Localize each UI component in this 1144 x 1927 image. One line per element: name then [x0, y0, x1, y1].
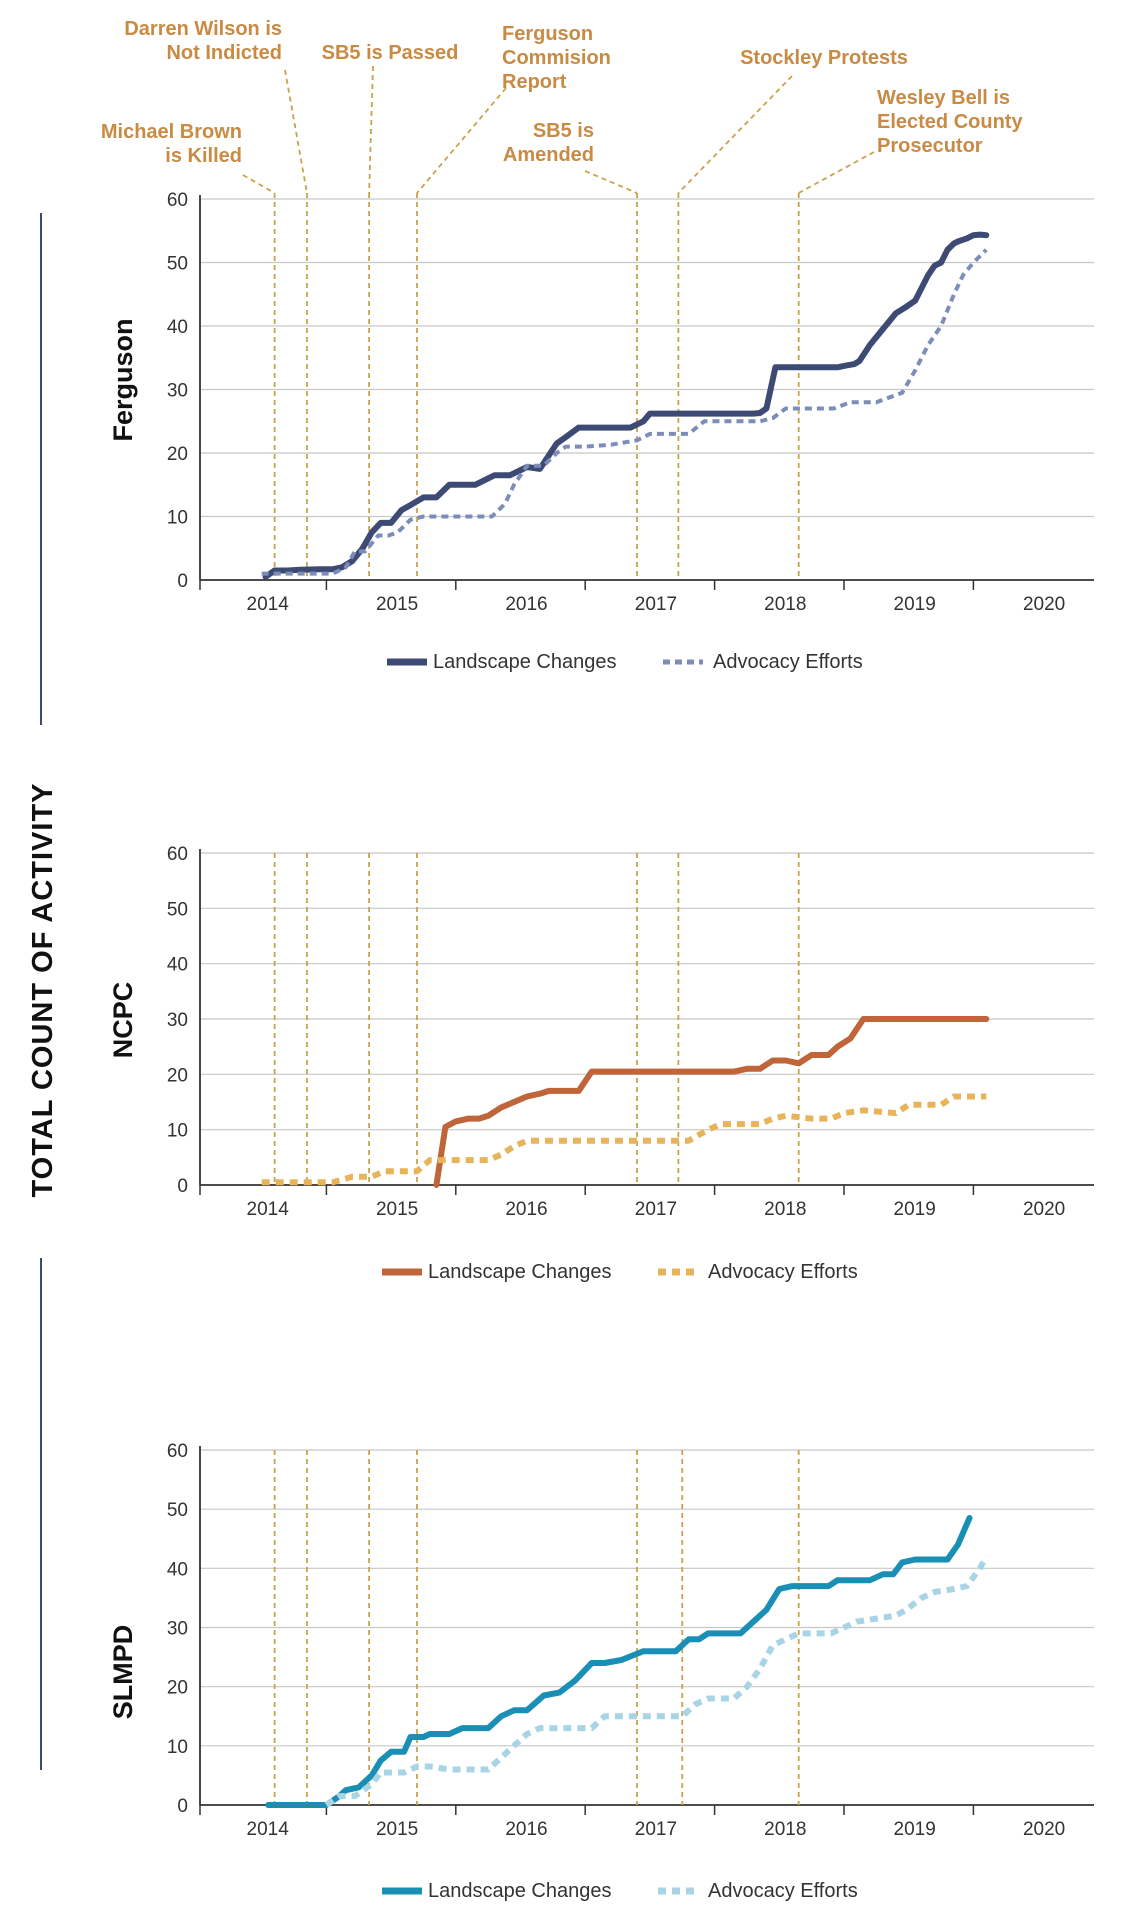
x-tick-label: 2017: [635, 1199, 677, 1220]
event-label: Ferguson Commision Report: [502, 23, 611, 93]
series-line-landscape-changes: [433, 1016, 990, 1188]
legend-label-advocacy-efforts: Advocacy Efforts: [713, 651, 863, 673]
y-tick-label: 40: [167, 1559, 188, 1580]
x-tick-label: 2015: [376, 1819, 418, 1840]
x-tick-label: 2014: [247, 1199, 290, 1220]
series-line-landscape-changes: [262, 231, 990, 580]
y-tick-label: 40: [167, 955, 188, 976]
y-tick-label: 10: [167, 508, 188, 529]
event-leader: [284, 69, 308, 194]
panel-label: Ferguson: [108, 318, 138, 441]
x-tick-label: 2020: [1023, 594, 1065, 615]
legend: Landscape Changes Advocacy Efforts: [387, 651, 863, 673]
x-tick-label: 2020: [1023, 1199, 1065, 1220]
y-tick-label: 0: [177, 1176, 188, 1197]
event-leader: [798, 151, 875, 194]
x-tick-label: 2014: [247, 594, 290, 615]
x-tick-label: 2015: [376, 1199, 418, 1220]
event-leader: [416, 87, 507, 194]
x-tick-label: 2018: [764, 594, 806, 615]
x-tick-label: 2019: [894, 1199, 936, 1220]
x-tick-label: 2016: [505, 1819, 547, 1840]
panel-label: NCPC: [108, 982, 138, 1059]
y-tick-label: 0: [177, 571, 188, 592]
x-tick-label: 2017: [635, 594, 677, 615]
y-tick-label: 60: [167, 844, 188, 865]
chart-slmpd: 0 10 20 30 40 50 60 2014 2015 2016 2017 2018 2019 202…: [108, 1441, 1094, 1902]
x-tick-label: 2019: [894, 1819, 936, 1840]
event-leader: [368, 65, 374, 194]
series-line-advocacy-efforts: [261, 248, 988, 576]
event-label: SB5 is Amended: [503, 120, 594, 166]
y-tick-label: 0: [177, 1796, 188, 1817]
legend-label-landscape-changes: Landscape Changes: [428, 1261, 611, 1283]
legend-label-landscape-changes: Landscape Changes: [428, 1880, 611, 1902]
x-tick-label: 2016: [505, 1199, 547, 1220]
legend: Landscape Changes Advocacy Efforts: [382, 1261, 858, 1283]
y-tick-label: 30: [167, 381, 188, 402]
y-tick-label: 50: [167, 1500, 188, 1521]
legend-label-advocacy-efforts: Advocacy Efforts: [708, 1261, 858, 1283]
x-tick-label: 2017: [635, 1819, 677, 1840]
legend-label-landscape-changes: Landscape Changes: [433, 651, 616, 673]
event-label: Michael Brown is Killed: [101, 121, 242, 167]
y-tick-label: 30: [167, 1010, 188, 1031]
series-line-landscape-changes: [265, 1515, 973, 1808]
series-line-advocacy-efforts: [324, 1555, 989, 1808]
x-tick-label: 2018: [764, 1819, 806, 1840]
event-label: Wesley Bell is Elected County Prosecutor: [877, 87, 1023, 157]
y-tick-label: 40: [167, 317, 188, 338]
x-tick-label: 2015: [376, 594, 418, 615]
legend-label-advocacy-efforts: Advocacy Efforts: [708, 1880, 858, 1902]
y-tick-label: 20: [167, 1065, 188, 1086]
x-tick-label: 2014: [247, 1819, 290, 1840]
y-tick-label: 60: [167, 1441, 188, 1462]
chart-ferguson: 0 10 20 30 40 50 60 2014 2015 2016 2017 2018 2019 202…: [101, 18, 1094, 673]
panel-label: SLMPD: [108, 1625, 138, 1720]
event-leader: [242, 174, 276, 194]
y-tick-label: 50: [167, 254, 188, 275]
y-tick-label: 20: [167, 444, 188, 465]
event-leader: [677, 75, 793, 194]
event-leader: [584, 170, 638, 194]
y-tick-label: 10: [167, 1121, 188, 1142]
y-tick-label: 20: [167, 1678, 188, 1699]
main-ylabel: TOTAL COUNT OF ACTIVITY: [27, 782, 59, 1197]
event-label: SB5 is Passed: [322, 42, 459, 64]
legend: Landscape Changes Advocacy Efforts: [382, 1880, 858, 1902]
x-tick-label: 2018: [764, 1199, 806, 1220]
y-tick-label: 60: [167, 190, 188, 211]
event-label: Stockley Protests: [740, 47, 908, 69]
x-tick-label: 2020: [1023, 1819, 1065, 1840]
event-label: Darren Wilson is Not Indicted: [124, 18, 282, 64]
x-tick-label: 2019: [894, 594, 936, 615]
y-tick-label: 30: [167, 1619, 188, 1640]
series-line-advocacy-efforts: [261, 1093, 987, 1186]
y-tick-label: 50: [167, 899, 188, 920]
x-tick-label: 2016: [505, 594, 547, 615]
chart-ncpc: 0 10 20 30 40 50 60 2014 2015 2016 2017 2018 2019 202…: [108, 844, 1094, 1283]
y-tick-label: 10: [167, 1737, 188, 1758]
